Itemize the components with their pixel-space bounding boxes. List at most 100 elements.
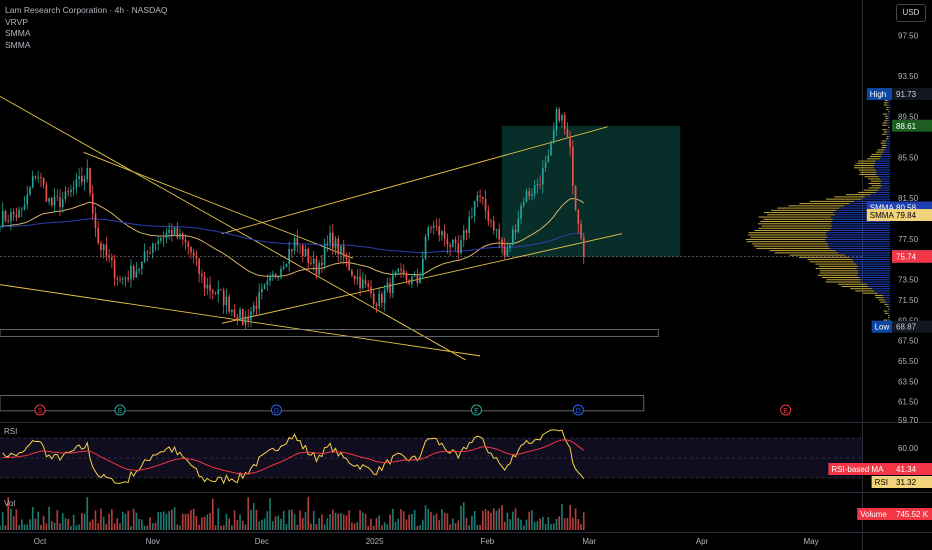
candle-body <box>490 220 492 222</box>
profile-bar-yellow <box>874 294 884 296</box>
price-label-value-bg <box>892 119 932 132</box>
candle-body <box>291 249 293 251</box>
volume-bar <box>151 523 154 530</box>
profile-bar-blue <box>881 180 890 182</box>
volume-bar <box>173 507 176 530</box>
volume-bar <box>285 523 288 530</box>
volume-bar <box>506 512 509 530</box>
indicator-smma-2[interactable]: SMMA <box>5 39 31 50</box>
profile-bar-blue <box>825 238 890 240</box>
indicator-smma-1[interactable]: SMMA <box>5 28 31 38</box>
price-tick: 81.50 <box>898 194 919 203</box>
profile-bar-yellow <box>868 182 881 184</box>
indicator-vrvp[interactable]: VRVP <box>5 16 28 27</box>
chart-title[interactable]: Lam Research Corporation · 4h · NASDAQ <box>5 5 168 15</box>
volume-bar <box>307 496 310 530</box>
volume-bar <box>533 521 536 530</box>
volume-bar <box>351 522 353 530</box>
event-marker-badge <box>270 404 282 416</box>
candle-body <box>427 227 430 237</box>
rsi-ma-label: 41.34 RSI-based MA <box>828 463 932 475</box>
volume-bar <box>503 521 506 530</box>
volume-bar <box>130 525 132 530</box>
profile-bar-yellow <box>809 200 854 202</box>
profile-bar-blue <box>870 194 890 196</box>
candle-body <box>119 279 121 281</box>
profile-bar-yellow <box>819 270 859 272</box>
smma-fast-line <box>0 197 585 277</box>
volume-bar <box>15 509 18 530</box>
event-marker: D <box>572 404 584 416</box>
volume-bar <box>293 514 296 530</box>
volume-bar <box>45 523 48 530</box>
profile-bar-yellow <box>754 229 829 231</box>
profile-bar-blue <box>825 241 890 243</box>
profile-bar-yellow <box>856 162 876 164</box>
profile-bar-blue <box>872 288 890 290</box>
candlesticks[interactable] <box>0 107 585 330</box>
candle-body <box>402 270 405 274</box>
price-label-value: 88.61 <box>896 122 917 131</box>
volume-bar <box>291 509 293 530</box>
profile-bar-yellow <box>875 297 884 299</box>
volume-bar <box>514 508 517 530</box>
profile-bar-yellow <box>884 312 888 314</box>
profile-bar-blue <box>883 297 890 299</box>
currency-button[interactable]: USD <box>896 4 926 22</box>
candle-body <box>301 245 304 257</box>
candle-body <box>424 236 427 259</box>
volume-bar <box>149 517 151 530</box>
profile-bar-blue <box>853 200 890 202</box>
volume-bar <box>236 519 239 530</box>
candle-body <box>241 309 244 325</box>
volume-bar <box>536 521 539 530</box>
profile-bar-yellow <box>886 109 889 111</box>
profile-bar-blue <box>826 232 890 234</box>
profile-bar-yellow <box>798 256 849 258</box>
profile-bar-yellow <box>858 160 876 162</box>
volume-bar <box>471 515 473 530</box>
profile-bar-yellow <box>819 272 859 274</box>
candle-body <box>258 292 260 309</box>
candle-body <box>566 129 569 139</box>
candle-body <box>53 196 56 206</box>
candle-body <box>563 114 566 130</box>
profile-bar-yellow <box>866 158 880 160</box>
volume-bar <box>75 525 78 530</box>
candle-body <box>397 268 400 272</box>
event-marker: S <box>34 404 46 416</box>
profile-bar-yellow <box>834 196 865 198</box>
lower-box <box>0 395 645 412</box>
event-marker-letter: S <box>38 408 43 415</box>
profile-bar-yellow <box>850 288 873 290</box>
profile-bar-blue <box>858 270 890 272</box>
volume-bar <box>572 517 574 530</box>
volume-bar <box>301 517 304 530</box>
candle-body <box>149 252 151 254</box>
profile-bar-yellow <box>752 243 828 245</box>
profile-bar-blue <box>861 198 890 200</box>
volume-bar <box>454 523 457 530</box>
volume-bar <box>381 525 383 530</box>
profile-bar-yellow <box>854 167 874 169</box>
volume-bar <box>378 515 380 530</box>
volume-bar <box>121 511 124 530</box>
profile-bar-blue <box>885 301 890 303</box>
profile-bar-yellow <box>841 285 869 287</box>
profile-bar-yellow <box>864 176 879 178</box>
candle-body <box>342 246 345 257</box>
volume-bar <box>372 525 375 530</box>
candle-body <box>544 162 547 169</box>
candle-body <box>37 177 40 178</box>
volume-bar <box>315 523 318 530</box>
profile-bar-yellow <box>760 221 832 223</box>
profile-bar-yellow <box>758 227 831 229</box>
candle-body <box>271 274 274 277</box>
profile-bar-blue <box>887 312 890 314</box>
volume-bar <box>462 502 465 530</box>
volume-bar <box>214 525 217 530</box>
candle-body <box>468 216 471 233</box>
candle-body <box>476 195 479 202</box>
